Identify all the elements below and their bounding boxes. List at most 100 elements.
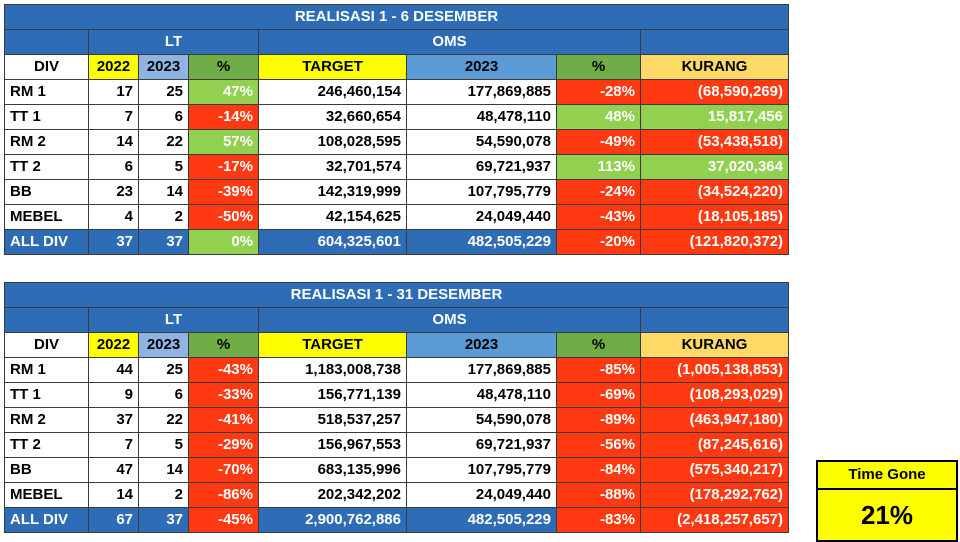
header-kurang: KURANG — [640, 332, 789, 358]
cell-kurang: (108,293,029) — [640, 382, 789, 408]
cell-y2023: 14 — [138, 457, 189, 483]
cell-y2022: 7 — [88, 104, 139, 130]
table-row: TT 2 7 5 -29% 156,967,553 69,721,937 -56% (87,2… — [4, 432, 789, 458]
realisasi-table-2: REALISASI 1 - 31 DESEMBER LT OMS DIV 2022 202… — [4, 282, 789, 533]
cell-target: 32,660,654 — [258, 104, 407, 130]
cell-oms2023: 54,590,078 — [406, 129, 557, 155]
cell-kurang: (68,590,269) — [640, 79, 789, 105]
cell-div: TT 2 — [4, 432, 89, 458]
cell-target: 518,537,257 — [258, 407, 407, 433]
cell-div: BB — [4, 179, 89, 205]
table-row: BB 47 14 -70% 683,135,996 107,795,779 -84% (575… — [4, 457, 789, 483]
cell-y2023: 37 — [138, 229, 189, 255]
total-row: ALL DIV 67 37 -45% 2,900,762,886 482,505,229-… — [4, 507, 789, 533]
time-gone-box: Time Gone 21% — [816, 460, 958, 542]
cell-pct: -43% — [188, 357, 259, 383]
cell-oms2023: 54,590,078 — [406, 407, 557, 433]
cell-pct: 57% — [188, 129, 259, 155]
cell-pct: -17% — [188, 154, 259, 180]
cell-y2022: 47 — [88, 457, 139, 483]
cell-y2023: 22 — [138, 129, 189, 155]
cell-y2022: 7 — [88, 432, 139, 458]
cell-y2022: 37 — [88, 407, 139, 433]
total-row: ALL DIV 37 37 0% 604,325,601 482,505,229 -20%(… — [4, 229, 789, 255]
cell-y2022: 67 — [88, 507, 139, 533]
table-title: REALISASI 1 - 31 DESEMBER — [4, 282, 789, 308]
cell-div: RM 2 — [4, 129, 89, 155]
cell-div: TT 2 — [4, 154, 89, 180]
cell-target: 202,342,202 — [258, 482, 407, 508]
cell-y2022: 14 — [88, 129, 139, 155]
group-header-row: LT OMS — [4, 29, 789, 55]
group-blank — [4, 307, 89, 333]
header-2022: 2022 — [88, 54, 139, 80]
cell-kurang: (87,245,616) — [640, 432, 789, 458]
cell-kurang: (18,105,185) — [640, 204, 789, 230]
cell-oms2023: 24,049,440 — [406, 482, 557, 508]
cell-y2022: 17 — [88, 79, 139, 105]
group-oms: OMS — [258, 307, 641, 333]
table-row: RM 1 17 25 47% 246,460,154 177,869,885 -28% (68… — [4, 79, 789, 105]
cell-kurang: 37,020,364 — [640, 154, 789, 180]
cell-div: RM 1 — [4, 357, 89, 383]
cell-oms2023: 107,795,779 — [406, 457, 557, 483]
header-div: DIV — [4, 332, 89, 358]
header-target: TARGET — [258, 54, 407, 80]
header-pct: % — [188, 332, 259, 358]
group-lt: LT — [88, 307, 259, 333]
time-gone-value: 21% — [860, 500, 914, 530]
group-header-row: LT OMS — [4, 307, 789, 333]
column-header-row: DIV 2022 2023% TARGET 2023% KURANG — [4, 54, 789, 80]
cell-oms2023: 24,049,440 — [406, 204, 557, 230]
cell-pct2: -89% — [556, 407, 641, 433]
table-title-row: REALISASI 1 - 6 DESEMBER — [4, 4, 789, 30]
cell-div: ALL DIV — [4, 507, 89, 533]
cell-y2023: 6 — [138, 104, 189, 130]
cell-pct: -41% — [188, 407, 259, 433]
cell-pct2: -69% — [556, 382, 641, 408]
cell-y2022: 44 — [88, 357, 139, 383]
cell-y2022: 37 — [88, 229, 139, 255]
header-div: DIV — [4, 54, 89, 80]
cell-y2022: 14 — [88, 482, 139, 508]
header-pct-oms: % — [556, 332, 641, 358]
cell-y2022: 4 — [88, 204, 139, 230]
cell-y2023: 14 — [138, 179, 189, 205]
cell-div: ALL DIV — [4, 229, 89, 255]
cell-target: 156,967,553 — [258, 432, 407, 458]
cell-pct: 0% — [188, 229, 259, 255]
cell-kurang: (53,438,518) — [640, 129, 789, 155]
cell-pct: -86% — [188, 482, 259, 508]
group-lt: LT — [88, 29, 259, 55]
header-2023: 2023 — [138, 54, 189, 80]
cell-pct: -50% — [188, 204, 259, 230]
cell-pct: -14% — [188, 104, 259, 130]
cell-kurang: (463,947,180) — [640, 407, 789, 433]
header-pct-oms: % — [556, 54, 641, 80]
cell-pct: -70% — [188, 457, 259, 483]
table-row: RM 1 44 25 -43% 1,183,008,738 177,869,885 -85%… — [4, 357, 789, 383]
table-row: BB 23 14 -39% 142,319,999 107,795,779 -24% (34,… — [4, 179, 789, 205]
header-2022: 2022 — [88, 332, 139, 358]
cell-y2023: 6 — [138, 382, 189, 408]
cell-y2023: 2 — [138, 204, 189, 230]
cell-div: TT 1 — [4, 382, 89, 408]
cell-target: 156,771,139 — [258, 382, 407, 408]
table-title: REALISASI 1 - 6 DESEMBER — [4, 4, 789, 30]
cell-pct2: 113% — [556, 154, 641, 180]
cell-y2023: 5 — [138, 154, 189, 180]
group-blank — [640, 307, 789, 333]
cell-pct2: -83% — [556, 507, 641, 533]
cell-y2022: 9 — [88, 382, 139, 408]
cell-y2023: 25 — [138, 357, 189, 383]
cell-oms2023: 69,721,937 — [406, 432, 557, 458]
cell-oms2023: 482,505,229 — [406, 229, 557, 255]
cell-y2022: 6 — [88, 154, 139, 180]
cell-pct2: 48% — [556, 104, 641, 130]
table-row: RM 2 14 22 57% 108,028,595 54,590,078 -49% (53,… — [4, 129, 789, 155]
cell-pct2: -49% — [556, 129, 641, 155]
cell-target: 142,319,999 — [258, 179, 407, 205]
cell-div: RM 2 — [4, 407, 89, 433]
cell-kurang: (178,292,762) — [640, 482, 789, 508]
cell-y2023: 2 — [138, 482, 189, 508]
